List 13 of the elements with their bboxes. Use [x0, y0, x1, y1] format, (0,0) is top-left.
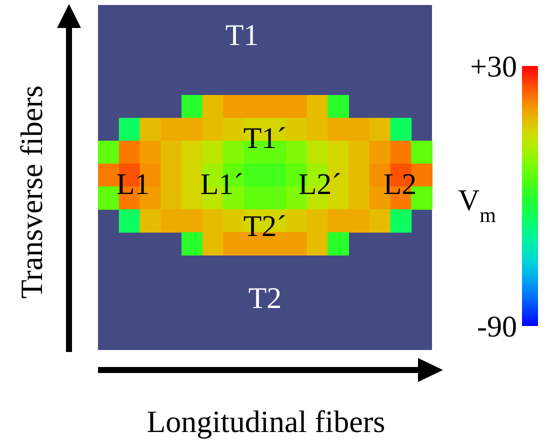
x-axis-title: Longitudinal fibers [146, 404, 386, 439]
annotation: L2 [383, 168, 417, 201]
color-bar-title: V$_{m}$ [458, 184, 496, 227]
y-axis-title: Transverse fibers [14, 85, 49, 299]
annotation: T1´ [243, 122, 287, 155]
text: T1 [225, 19, 259, 52]
annotation: T2´ [243, 210, 287, 243]
color-bar-label: -90 [477, 310, 517, 344]
annotation: L1 [116, 168, 150, 201]
text: T2 [248, 282, 282, 315]
color-bar-label: +30 [470, 50, 517, 84]
annotation: L1´ [200, 168, 244, 201]
annotation: L2´ [298, 168, 342, 201]
